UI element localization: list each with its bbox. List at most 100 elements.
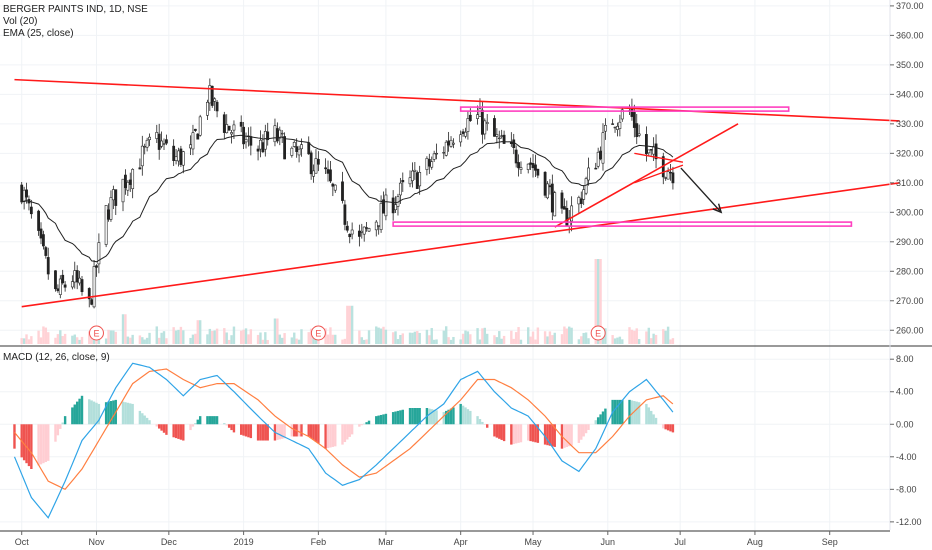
macd-histogram-bar [25, 424, 28, 464]
candle-body [249, 136, 253, 146]
volume-bar [536, 327, 540, 344]
symbol-title[interactable]: BERGER PAINTS IND, 1D, NSE [3, 4, 148, 15]
candle-body [70, 281, 74, 288]
macd-histogram-bar [512, 424, 515, 445]
volume-bar [30, 336, 33, 344]
volume-bar [548, 331, 552, 344]
macd-histogram-bar [399, 410, 402, 425]
volume-legend[interactable]: Vol (20) [3, 16, 38, 27]
candle-body [464, 131, 467, 137]
macd-histogram-bar [449, 408, 453, 425]
volume-bar [290, 337, 294, 344]
volume-bar [278, 334, 281, 344]
macd-legend[interactable]: MACD (12, 26, close, 9) [3, 352, 110, 363]
macd-histogram-bar [124, 402, 127, 425]
macd-histogram-bar [239, 424, 243, 435]
macd-histogram-bar [582, 424, 585, 437]
volume-bar [469, 334, 472, 344]
time-tick-label: 2019 [234, 537, 254, 547]
macd-histogram-bar [570, 424, 573, 446]
macd-histogram-bar [129, 403, 132, 425]
volume-bar [587, 338, 590, 344]
macd-histogram-bar [13, 424, 16, 449]
volume-bar [295, 338, 298, 344]
volume-bar [326, 334, 330, 344]
candle-body [160, 140, 163, 147]
candle-body [172, 145, 176, 161]
price-tick-label: 270.00 [896, 296, 924, 306]
volume-bar [148, 332, 151, 344]
volume-bar [25, 334, 28, 344]
time-tick-label: Apr [454, 537, 468, 547]
volume-bar [611, 335, 614, 344]
candle-body [377, 225, 381, 227]
candle-body [449, 139, 453, 147]
time-tick-label: Sep [822, 537, 838, 547]
candle-body [261, 142, 265, 153]
candle-body [333, 184, 337, 191]
candle-body [20, 184, 24, 203]
volume-bar [416, 331, 419, 344]
volume-bar [189, 337, 192, 344]
volume-bar [568, 326, 571, 344]
volume-bar [647, 327, 651, 344]
candle-body [58, 278, 62, 295]
candle-body [394, 204, 397, 211]
candle-body [468, 114, 472, 121]
macd-histogram-bar [384, 413, 388, 425]
candle-body [570, 205, 574, 222]
macd-histogram-bar [211, 416, 214, 425]
candle-body [565, 207, 569, 226]
candle-body [124, 174, 127, 189]
candle-body [326, 169, 330, 174]
volume-bar [635, 328, 638, 344]
candle-body [140, 145, 144, 167]
candle-body [384, 194, 388, 217]
macd-histogram-bar [73, 404, 76, 425]
volume-bar [309, 328, 313, 344]
ema-legend[interactable]: EMA (25, close) [3, 28, 74, 39]
earnings-marker [88, 325, 104, 341]
volume-bar [534, 339, 537, 344]
macd-histogram-bar [189, 424, 192, 431]
macd-histogram-bar [548, 424, 552, 446]
volume-bar [20, 338, 23, 344]
volume-bar [129, 337, 132, 344]
macd-histogram-bar [666, 424, 670, 431]
candle-body [297, 148, 301, 156]
candle-body [292, 142, 296, 147]
candle-body [616, 126, 619, 130]
ema-line [21, 134, 674, 263]
volume-bar [334, 334, 337, 344]
candle-body [495, 134, 499, 137]
volume-bar [664, 330, 667, 344]
volume-bar [27, 339, 31, 344]
candle-body [579, 198, 583, 204]
macd-histogram-bar [587, 424, 590, 430]
volume-bar [519, 339, 523, 344]
macd-histogram-bar [259, 424, 262, 441]
volume-bar [293, 332, 296, 344]
candle-body [546, 183, 549, 199]
candle-body [273, 125, 277, 143]
volume-bar [375, 326, 378, 344]
volume-bar [442, 330, 445, 344]
macd-histogram-bar [104, 402, 108, 425]
candle-body [309, 152, 313, 175]
macd-histogram-bar [244, 424, 248, 437]
candle-body [447, 140, 451, 146]
volume-bar [637, 339, 641, 344]
volume-bar [63, 333, 67, 344]
macd-histogram-bar [138, 410, 142, 425]
macd-histogram-bar [324, 424, 327, 449]
macd-histogram-bar [529, 424, 532, 442]
candle-body [480, 109, 484, 135]
volume-bar [61, 336, 64, 344]
volume-bar [543, 331, 547, 344]
candle-body [193, 128, 197, 131]
macd-tick-label: -12.00 [896, 517, 922, 527]
volume-bar [447, 337, 450, 344]
candle-body [577, 197, 581, 205]
candle-body [331, 183, 335, 187]
